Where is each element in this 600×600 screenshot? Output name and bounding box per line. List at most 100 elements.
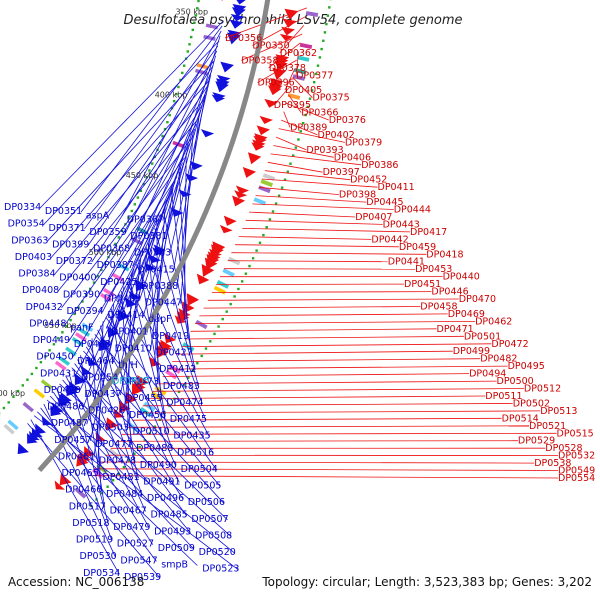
outer-marker — [128, 459, 131, 462]
outer-marker — [200, 354, 203, 358]
forward-label-line — [147, 395, 486, 399]
reverse-gene-label: DP0461 — [58, 451, 95, 462]
forward-label-line — [245, 219, 383, 225]
forward-gene-label: DP0378 — [269, 63, 306, 74]
gene-labels: DP0356DP0350DP0362DP0358DP0378DP0377DP03… — [4, 33, 595, 583]
forward-gene-mark — [269, 77, 284, 89]
rna-gene-label: DP0R05 — [112, 376, 150, 387]
reverse-gene-label: DP0390 — [63, 289, 100, 300]
forward-gene-mark — [264, 98, 278, 108]
outer-marker — [313, 81, 316, 84]
outer-marker — [161, 134, 164, 138]
topology-text: Topology: circular; Length: 3,523,383 bp… — [261, 575, 592, 589]
reverse-gene-label: DP0496 — [147, 493, 184, 504]
forward-gene-label: DP0538 — [534, 458, 571, 469]
reverse-gene-label: DP0403 — [15, 252, 52, 263]
reverse-gene-mark — [231, 7, 246, 18]
forward-gene-mark — [186, 293, 200, 306]
forward-label-line — [127, 425, 530, 428]
reverse-gene-mark — [212, 92, 226, 100]
reverse-gene-label: DP0415 — [138, 264, 175, 275]
outer-marker — [153, 425, 156, 428]
outer-marker — [191, 369, 194, 372]
reverse-label-line — [91, 84, 209, 263]
reverse-gene-label: DP0483 — [163, 381, 200, 392]
category-band-mark — [111, 272, 124, 282]
outer-marker — [225, 310, 228, 313]
forward-gene-mark — [247, 152, 262, 165]
forward-gene-label: DP0528 — [545, 443, 582, 454]
position-ticks: 350 kbp 400 kbp 450 kbp 500 kbp 550 kbp 600 k… — [0, 8, 208, 398]
forward-label-line — [284, 68, 296, 91]
forward-gene-label: DP0458 — [420, 302, 457, 313]
forward-gene-label: DP0459 — [399, 242, 436, 253]
category-band-mark — [22, 401, 34, 413]
category-band-mark — [222, 268, 235, 278]
forward-gene-label: DP0462 — [475, 316, 512, 327]
outer-marker — [96, 275, 99, 278]
reverse-label-line — [121, 290, 132, 446]
forward-label-line — [270, 153, 362, 166]
outer-marker — [304, 113, 307, 117]
reverse-gene-label: DP0486 — [47, 402, 84, 413]
reverse-gene-label: DP0410 — [115, 343, 152, 354]
reverse-label-line — [145, 246, 203, 404]
category-band-mark — [294, 68, 307, 75]
reverse-gene-label: DP0400 — [59, 273, 96, 284]
forward-gene-mark — [253, 135, 267, 145]
reverse-gene-label: DP0493 — [154, 526, 191, 537]
forward-label-line — [152, 388, 524, 392]
forward-gene-label: DP0362 — [280, 48, 317, 59]
forward-gene-mark — [279, 33, 294, 41]
outer-marker — [244, 272, 248, 275]
outer-marker — [196, 362, 199, 365]
category-band-mark — [108, 448, 121, 459]
outer-marker — [229, 302, 232, 306]
outer-marker — [183, 64, 186, 67]
category-band-mark — [78, 327, 91, 337]
forward-gene-label: DP0514 — [502, 413, 539, 424]
reverse-gene-mark — [200, 129, 215, 138]
forward-gene-label: DP0379 — [345, 137, 382, 148]
reverse-gene-mark — [128, 290, 141, 300]
forward-gene-mark — [242, 166, 256, 178]
reverse-label-line — [147, 241, 162, 400]
reverse-label-line — [97, 329, 180, 483]
reverse-label-line — [143, 148, 189, 317]
forward-gene-label: DP0389 — [290, 123, 327, 134]
forward-gene-mark — [235, 185, 250, 195]
reverse-gene-mark — [220, 61, 234, 73]
reverse-gene-label: DP0516 — [177, 447, 214, 458]
forward-gene-label: DP0417 — [410, 227, 447, 238]
forward-gene-mark — [54, 480, 66, 490]
reverse-gene-label: DP0547 — [120, 555, 157, 566]
forward-gene-mark — [274, 57, 289, 66]
forward-gene-label: DP0470 — [459, 294, 496, 305]
outer-marker — [145, 176, 148, 179]
reverse-gene-label: DP0505 — [184, 481, 221, 492]
outer-marker — [204, 347, 208, 350]
reverse-gene-label: DP0474 — [166, 397, 203, 408]
reverse-gene-label: DP0381 — [130, 231, 167, 242]
category-band-mark — [58, 356, 71, 366]
outer-marker — [265, 226, 268, 229]
reverse-gene-label: DP0465 — [62, 468, 99, 479]
outer-marker — [251, 257, 255, 260]
outer-marker — [26, 378, 29, 381]
forward-gene-label: DP0500 — [497, 376, 534, 387]
reverse-gene-label: DP0475 — [170, 414, 207, 425]
tick-label: 500 kbp — [89, 248, 122, 257]
reverse-gene-mark — [230, 13, 245, 22]
outer-marker — [308, 97, 312, 100]
outer-marker — [139, 189, 143, 192]
reverse-gene-label: DP0384 — [18, 269, 55, 280]
category-band-mark — [299, 42, 313, 50]
reverse-gene-label: DP0490 — [140, 460, 177, 471]
outer-marker — [106, 485, 109, 488]
outer-marker — [248, 264, 251, 268]
reverse-gene-label: DP0426 — [88, 406, 125, 417]
forward-gene-mark — [174, 315, 187, 324]
reverse-gene-label: DP0450 — [36, 352, 73, 363]
forward-gene-label: DP0532 — [558, 451, 595, 462]
